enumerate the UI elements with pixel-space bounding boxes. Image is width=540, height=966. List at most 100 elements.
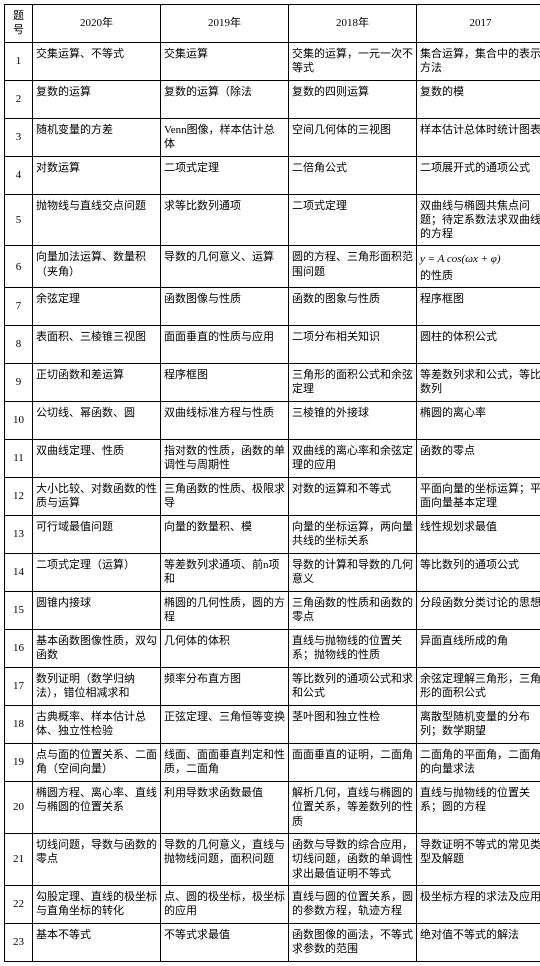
cell-2020: 随机变量的方差 (33, 118, 161, 156)
cell-2019: 交集运算 (161, 42, 289, 80)
cell-2020: 基本不等式 (33, 923, 161, 961)
question-number: 3 (5, 118, 33, 156)
table-row: 6向量加法运算、数量积（夹角）导数的几何意义、运算圆的方程、三角形面积范围问题y… (5, 246, 540, 288)
table-row: 17数列证明（数学归纳法），错位相减求和频率分布直方图等比数列的通项公式和求和公… (5, 668, 540, 706)
cell-2017: 平面向量的坐标运算；平面向量基本定理 (417, 478, 540, 516)
cell-2019: 利用导数求函数最值 (161, 782, 289, 834)
cell-2017: 异面直线所成的角 (417, 630, 540, 668)
cell-2018: 复数的四则运算 (289, 80, 417, 118)
question-number: 8 (5, 326, 33, 364)
cell-2017: 导数证明不等式的常见类型及解题 (417, 833, 540, 885)
question-number: 15 (5, 592, 33, 630)
cell-2020: 双曲线定理、性质 (33, 440, 161, 478)
question-number: 9 (5, 364, 33, 402)
col-header-2018: 2018年 (289, 5, 417, 43)
question-number: 12 (5, 478, 33, 516)
table-row: 5抛物线与直线交点问题求等比数列通项二项式定理双曲线与椭圆共焦点问题；待定系数法… (5, 194, 540, 246)
table-row: 8表面积、三棱锥三视图面面垂直的性质与应用二项分布相关知识圆柱的体积公式 (5, 326, 540, 364)
cell-2020: 向量加法运算、数量积（夹角） (33, 246, 161, 288)
cell-2018: 函数的图象与性质 (289, 288, 417, 326)
cell-2017-post: 的性质 (420, 270, 453, 282)
question-number: 10 (5, 402, 33, 440)
question-number: 7 (5, 288, 33, 326)
cell-2019: 面面垂直的性质与应用 (161, 326, 289, 364)
cell-2017: 双曲线与椭圆共焦点问题；待定系数法求双曲线的方程 (417, 194, 540, 246)
cell-2018: 三角函数的性质和函数的零点 (289, 592, 417, 630)
question-number: 13 (5, 516, 33, 554)
question-number: 19 (5, 744, 33, 782)
cell-2020: 复数的运算 (33, 80, 161, 118)
cell-2018: 交集的运算，一元一次不等式 (289, 42, 417, 80)
cell-2019: 导数的几何意义、运算 (161, 246, 289, 288)
cell-2019: 复数的运算（除法 (161, 80, 289, 118)
cell-2018: 面面垂直的证明，二面角 (289, 744, 417, 782)
cell-2017: 函数的零点 (417, 440, 540, 478)
cell-2018: 双曲线的离心率和余弦定理的应用 (289, 440, 417, 478)
cell-2017: 椭圆的离心率 (417, 402, 540, 440)
table-row: 10公切线、幂函数、圆双曲线标准方程与性质三棱锥的外接球椭圆的离心率 (5, 402, 540, 440)
cell-2020: 古典概率、样本估计总体、独立性检验 (33, 706, 161, 744)
cell-2017: y = A cos(ωx + φ) 的性质 (417, 246, 540, 288)
cell-2019: 频率分布直方图 (161, 668, 289, 706)
table-row: 7余弦定理函数图像与性质函数的图象与性质程序框图 (5, 288, 540, 326)
question-number: 20 (5, 782, 33, 834)
cell-2017: 等比数列的通项公式 (417, 554, 540, 592)
cell-2017: 线性规划求最值 (417, 516, 540, 554)
col-header-2017: 2017 (417, 5, 540, 43)
question-number: 23 (5, 923, 33, 961)
question-number: 22 (5, 885, 33, 923)
table-row: 20椭圆方程、离心率、直线与椭圆的位置关系利用导数求函数最值解析几何，直线与椭圆… (5, 782, 540, 834)
question-number: 17 (5, 668, 33, 706)
cell-2019: 不等式求最值 (161, 923, 289, 961)
cell-2019: 几何体的体积 (161, 630, 289, 668)
table-row: 18古典概率、样本估计总体、独立性检验正弦定理、三角恒等变换茎叶图和独立性检离散… (5, 706, 540, 744)
col-header-number: 题号 (5, 5, 33, 43)
cell-2020: 大小比较、对数函数的性质与运算 (33, 478, 161, 516)
question-number: 18 (5, 706, 33, 744)
formula: y = A cos(ωx + φ) (420, 252, 540, 266)
cell-2020: 基本函数图像性质，双勾函数 (33, 630, 161, 668)
cell-2017: 圆柱的体积公式 (417, 326, 540, 364)
cell-2018: 二倍角公式 (289, 156, 417, 194)
question-number: 16 (5, 630, 33, 668)
cell-2018: 函数与导数的综合应用，切线问题，函数的单调性求出最值证明不等式 (289, 833, 417, 885)
cell-2019: 椭圆的几何性质，圆的方程 (161, 592, 289, 630)
cell-2017: 样本估计总体时统计图表 (417, 118, 540, 156)
cell-2017: 离散型随机变量的分布列；数学期望 (417, 706, 540, 744)
cell-2017: 程序框图 (417, 288, 540, 326)
cell-2019: 等差数列求通项、前n项和 (161, 554, 289, 592)
table-row: 2复数的运算复数的运算（除法复数的四则运算复数的模 (5, 80, 540, 118)
cell-2017: 二项展开式的通项公式 (417, 156, 540, 194)
cell-2018: 直线与圆的位置关系，圆的参数方程，轨迹方程 (289, 885, 417, 923)
table-row: 23基本不等式不等式求最值函数图像的画法，不等式求参数的范围绝对值不等式的解法 (5, 923, 540, 961)
cell-2018: 等比数列的通项公式和求和公式 (289, 668, 417, 706)
table-row: 22勾股定理、直线的极坐标与直角坐标的转化点、圆的极坐标，极坐标的应用直线与圆的… (5, 885, 540, 923)
cell-2017: 直线与抛物线的位置关系；圆的方程 (417, 782, 540, 834)
table-row: 9正切函数和差运算程序框图三角形的面积公式和余弦定理等差数列求和公式，等比数列 (5, 364, 540, 402)
cell-2019: Venn图像，样本估计总体 (161, 118, 289, 156)
cell-2017: 余弦定理解三角形，三角形的面积公式 (417, 668, 540, 706)
cell-2020: 切线问题，导数与函数的零点 (33, 833, 161, 885)
cell-2020: 勾股定理、直线的极坐标与直角坐标的转化 (33, 885, 161, 923)
cell-2019: 函数图像与性质 (161, 288, 289, 326)
cell-2019: 正弦定理、三角恒等变换 (161, 706, 289, 744)
cell-2020: 公切线、幂函数、圆 (33, 402, 161, 440)
cell-2017: 绝对值不等式的解法 (417, 923, 540, 961)
cell-2020: 余弦定理 (33, 288, 161, 326)
cell-2019: 点、圆的极坐标，极坐标的应用 (161, 885, 289, 923)
cell-2018: 茎叶图和独立性检 (289, 706, 417, 744)
cell-2020: 抛物线与直线交点问题 (33, 194, 161, 246)
cell-2020: 可行域最值问题 (33, 516, 161, 554)
cell-2020: 对数运算 (33, 156, 161, 194)
col-header-2020: 2020年 (33, 5, 161, 43)
cell-2020: 二项式定理（运算） (33, 554, 161, 592)
table-row: 12大小比较、对数函数的性质与运算三角函数的性质、极限求导对数的运算和不等式平面… (5, 478, 540, 516)
table-row: 11双曲线定理、性质指对数的性质，函数的单调性与周期性双曲线的离心率和余弦定理的… (5, 440, 540, 478)
table-row: 21切线问题，导数与函数的零点导数的几何意义，直线与抛物线问题，面积问题函数与导… (5, 833, 540, 885)
cell-2019: 三角函数的性质、极限求导 (161, 478, 289, 516)
cell-2017: 极坐标方程的求法及应用 (417, 885, 540, 923)
table-row: 3随机变量的方差Venn图像，样本估计总体空间几何体的三视图样本估计总体时统计图… (5, 118, 540, 156)
cell-2020: 正切函数和差运算 (33, 364, 161, 402)
table-row: 19点与面的位置关系、二面角（空间向量）线面、面面垂直判定和性质，二面角面面垂直… (5, 744, 540, 782)
cell-2019: 向量的数量积、模 (161, 516, 289, 554)
